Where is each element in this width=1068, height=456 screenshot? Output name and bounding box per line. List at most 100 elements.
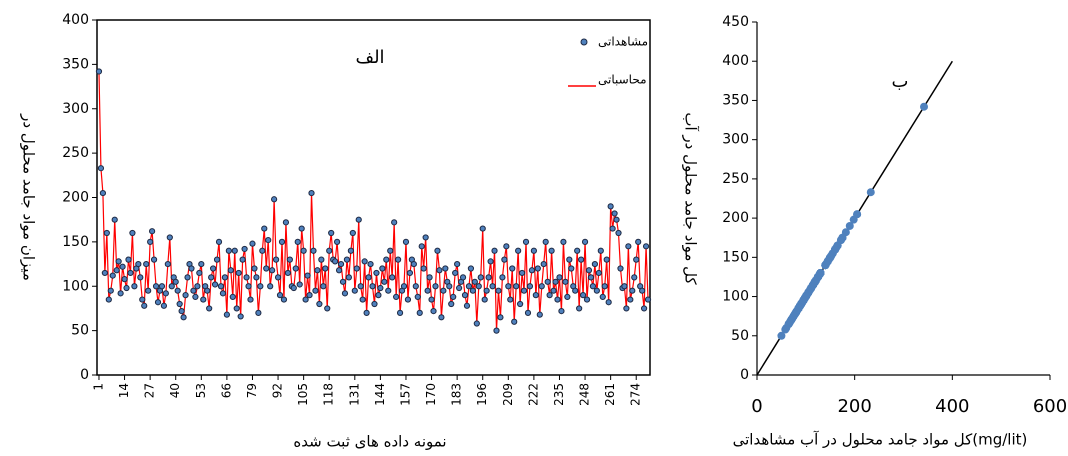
- data-point: [418, 243, 425, 250]
- x-tick-label: 157: [398, 383, 412, 406]
- scatter-point: [920, 102, 929, 111]
- x-axis-label: کل مواد جامد محلول در آب مشاهداتی(mg/lit…: [733, 431, 1028, 449]
- data-point: [576, 305, 583, 312]
- data-point: [235, 269, 242, 277]
- data-point: [355, 216, 362, 223]
- data-point: [513, 283, 520, 290]
- data-point: [174, 287, 181, 294]
- data-point: [312, 287, 319, 294]
- data-point: [450, 293, 457, 300]
- data-point: [381, 278, 388, 285]
- data-point: [109, 272, 116, 279]
- data-point: [95, 68, 103, 75]
- data-point: [123, 284, 130, 292]
- data-point: [208, 274, 215, 281]
- data-point: [125, 256, 132, 263]
- data-point: [231, 247, 238, 254]
- scatter-point: [789, 312, 798, 321]
- data-point: [294, 238, 301, 245]
- data-point: [422, 234, 429, 241]
- data-point: [426, 274, 433, 281]
- data-point: [501, 256, 508, 263]
- y-tick-label: 100: [722, 289, 749, 305]
- data-point: [631, 274, 638, 281]
- data-point: [479, 225, 486, 232]
- data-point: [489, 283, 496, 290]
- x-tick-label: 118: [322, 383, 336, 406]
- data-point: [587, 274, 595, 281]
- data-point: [158, 283, 166, 290]
- data-point: [149, 228, 156, 235]
- data-point: [135, 260, 142, 268]
- data-point: [469, 287, 476, 294]
- data-point: [166, 234, 173, 241]
- data-point: [272, 256, 280, 263]
- data-point: [483, 287, 490, 294]
- data-point: [306, 292, 313, 299]
- scatter-point: [794, 304, 803, 313]
- data-point: [446, 283, 453, 290]
- legend-label: مشاهداتی: [598, 35, 648, 49]
- data-point: [335, 267, 343, 274]
- x-tick-label: 248: [578, 383, 592, 406]
- data-point: [263, 265, 270, 272]
- y-axis-label: میزان مواد جامد محلول در: [20, 113, 38, 281]
- legend-marker: [580, 38, 588, 46]
- data-point: [517, 300, 524, 308]
- data-point: [471, 278, 478, 285]
- data-point: [503, 243, 510, 250]
- data-point: [233, 305, 240, 312]
- x-tick-label: 14: [117, 383, 131, 398]
- x-tick-label: 274: [629, 383, 643, 406]
- data-point: [359, 296, 366, 303]
- data-point: [328, 229, 335, 237]
- y-tick-label: 0: [740, 367, 749, 383]
- x-tick-label: 92: [271, 383, 285, 398]
- y-tick-label: 350: [722, 92, 749, 108]
- data-point: [257, 283, 264, 290]
- data-point: [182, 292, 189, 299]
- data-point: [371, 300, 378, 308]
- data-point: [143, 260, 150, 268]
- data-point: [560, 238, 567, 245]
- data-point: [491, 247, 498, 254]
- x-tick-label: 209: [501, 383, 515, 406]
- data-point: [206, 305, 213, 312]
- x-tick-label: 222: [526, 383, 540, 406]
- data-point: [585, 267, 593, 274]
- scatter-point: [823, 257, 832, 266]
- data-point: [568, 265, 575, 272]
- data-point: [544, 278, 551, 285]
- data-point: [217, 283, 225, 290]
- data-point: [176, 300, 183, 308]
- data-point: [379, 265, 386, 272]
- data-point: [245, 283, 252, 290]
- data-point: [180, 314, 187, 321]
- data-point: [564, 293, 571, 300]
- data-point: [591, 260, 598, 268]
- data-point: [141, 302, 148, 309]
- scatter-point: [782, 323, 791, 332]
- data-point: [253, 274, 260, 281]
- data-point: [308, 189, 315, 197]
- data-point: [184, 274, 191, 281]
- y-tick-label: 450: [722, 14, 749, 30]
- data-point: [117, 290, 124, 297]
- data-point: [633, 256, 640, 263]
- data-point: [178, 308, 185, 315]
- data-point: [198, 260, 205, 268]
- data-point: [459, 274, 467, 281]
- data-point: [119, 263, 126, 270]
- chart-title: ب: [892, 71, 909, 92]
- data-point: [597, 247, 604, 254]
- data-point: [642, 243, 650, 250]
- data-point: [428, 296, 435, 303]
- data-point: [316, 300, 323, 308]
- data-point: [391, 219, 398, 226]
- data-point: [339, 278, 347, 285]
- data-point: [495, 287, 502, 294]
- data-point: [105, 296, 112, 303]
- y-tick-label: 150: [722, 249, 749, 265]
